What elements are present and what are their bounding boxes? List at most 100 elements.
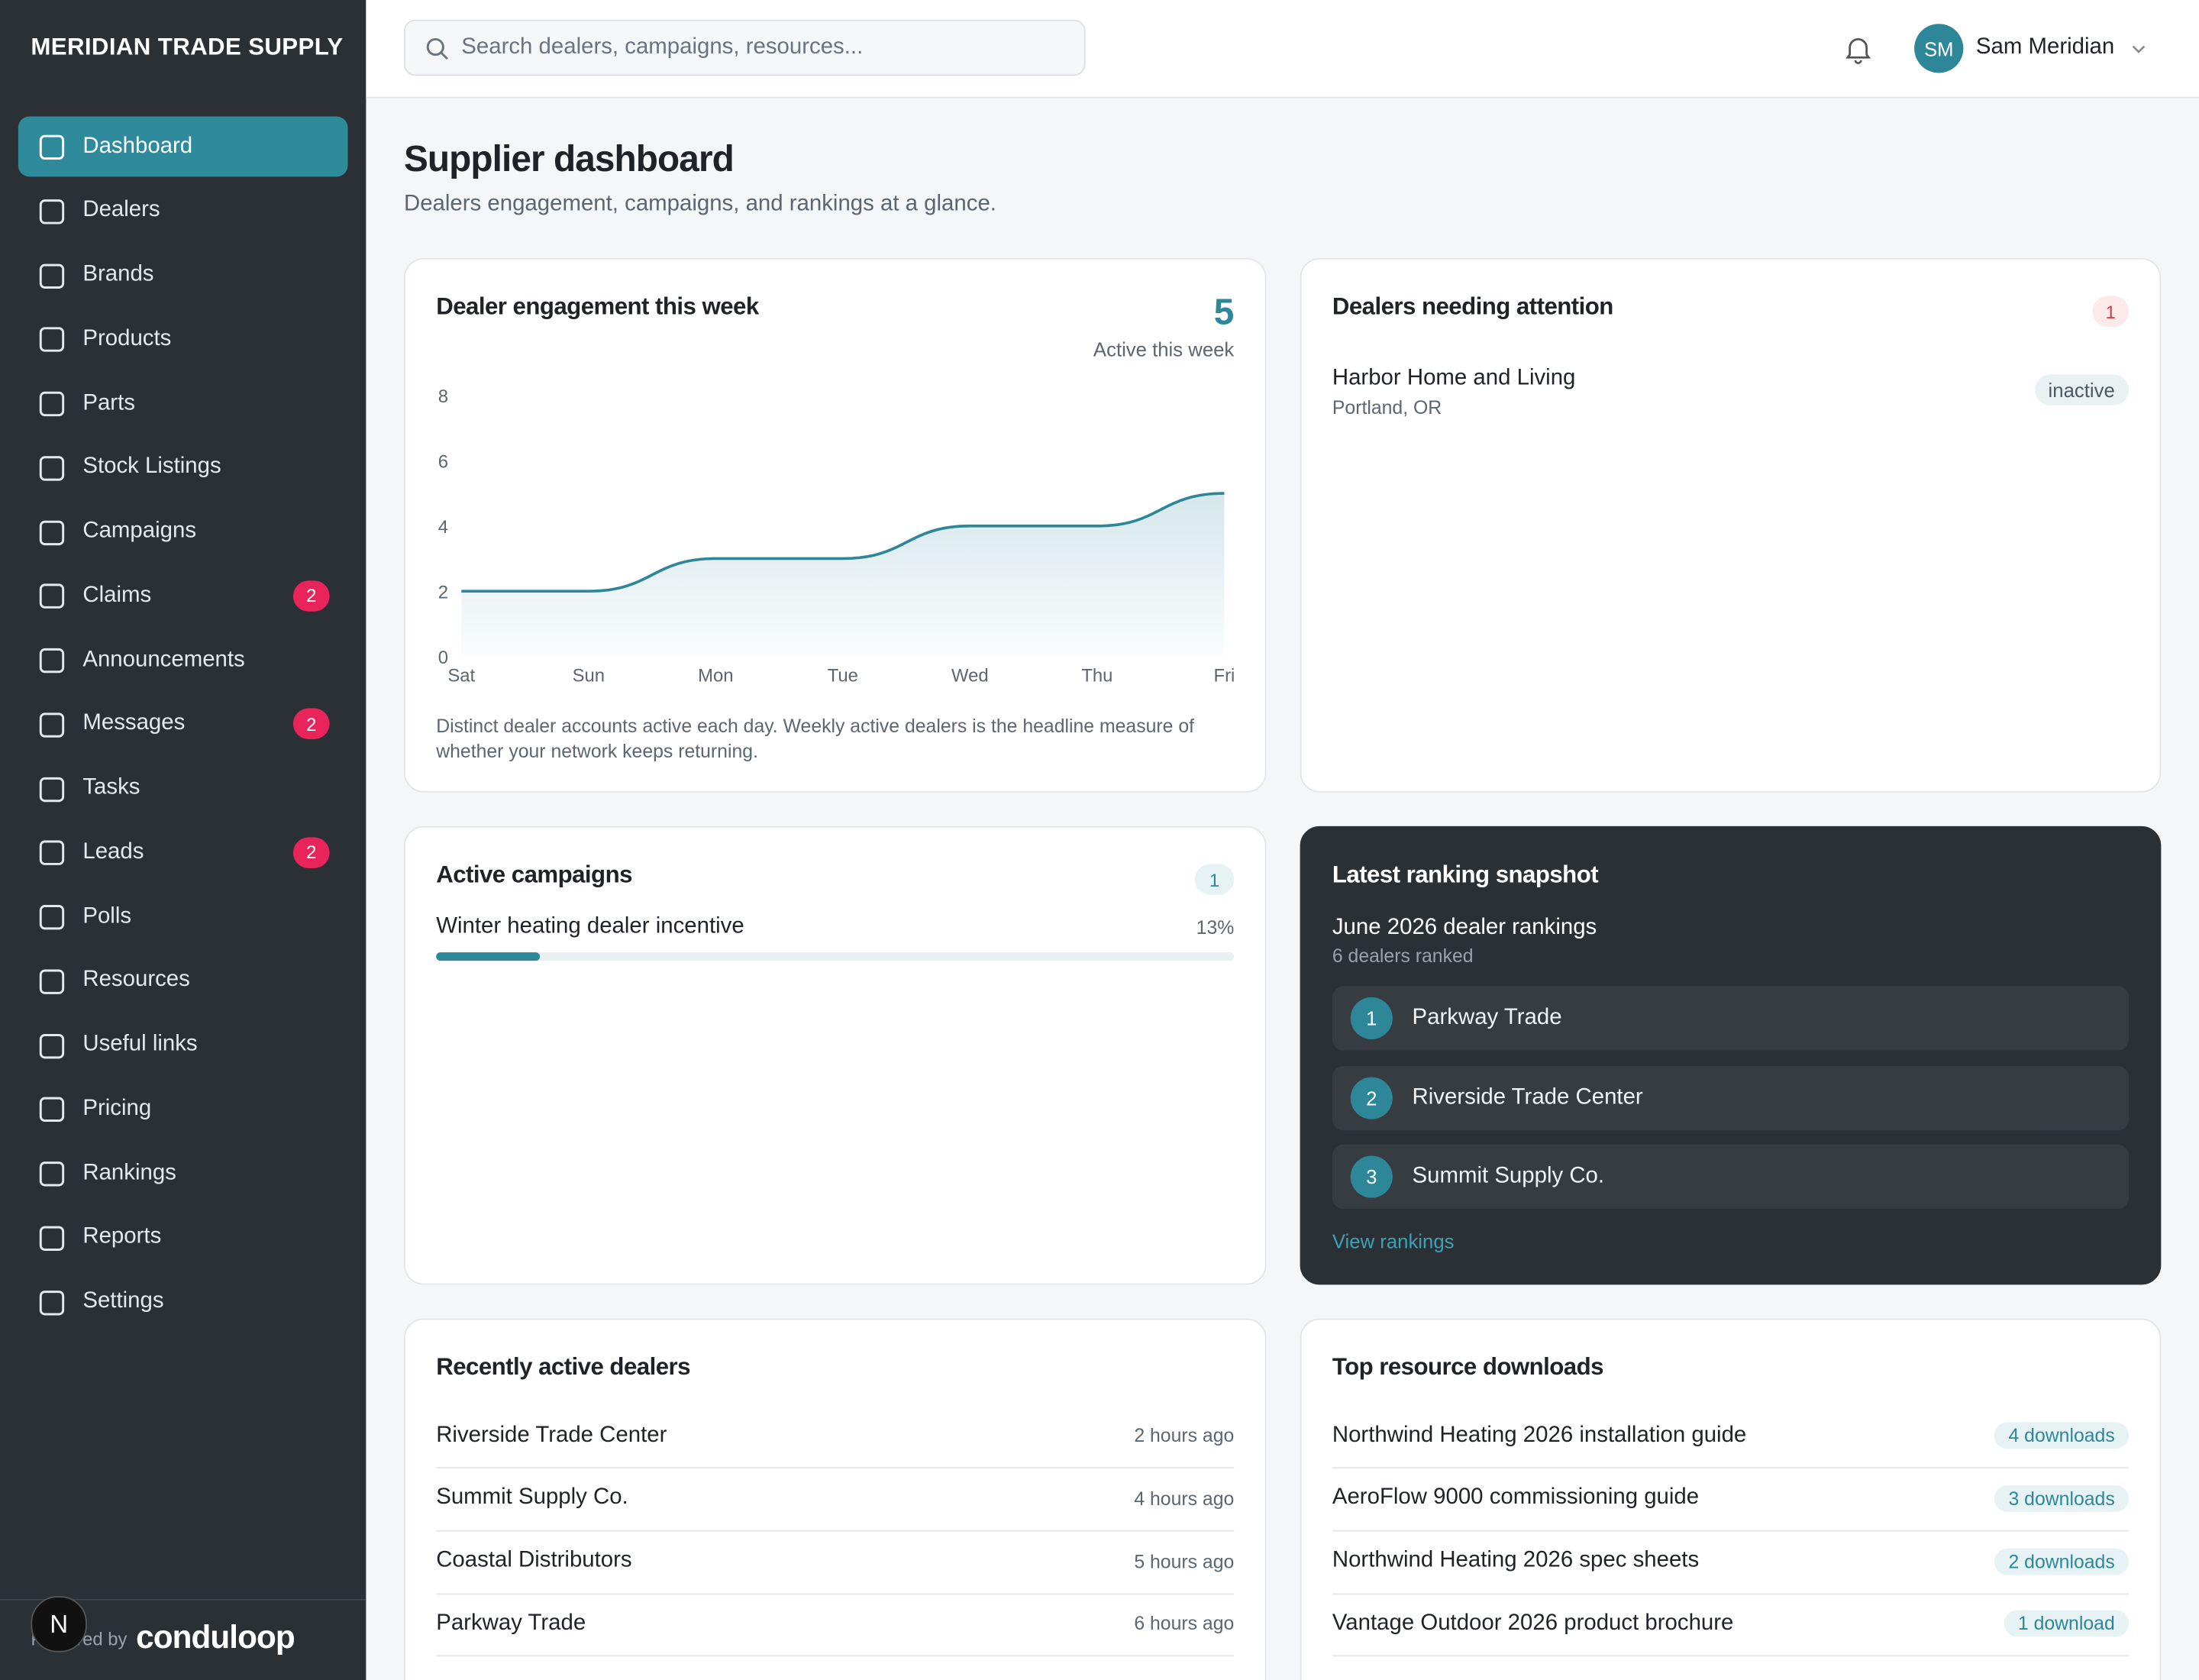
nav-item[interactable]: Leads 2 bbox=[18, 822, 348, 883]
nav-label: Rankings bbox=[82, 1160, 176, 1185]
nav-item[interactable]: Polls bbox=[18, 887, 348, 947]
nav-icon bbox=[39, 199, 65, 225]
nav-item[interactable]: Announcements bbox=[18, 630, 348, 690]
nav-item[interactable]: Resources bbox=[18, 951, 348, 1011]
nav-item[interactable]: Products bbox=[18, 309, 348, 370]
dealer-row[interactable]: Coastal Distributors 5 hours ago bbox=[436, 1530, 1234, 1594]
area bbox=[461, 493, 1225, 657]
ranking-row: 1 Parkway Trade bbox=[1332, 986, 2130, 1051]
nav-label: Settings bbox=[82, 1288, 164, 1313]
kpi-label: Active this week bbox=[1093, 338, 1235, 361]
card-title: Dealers needing attention bbox=[1332, 292, 1613, 320]
nav-item[interactable]: Messages 2 bbox=[18, 694, 348, 754]
nav-item[interactable]: Pricing bbox=[18, 1079, 348, 1139]
dealer-row[interactable]: Summit Supply Co. 4 hours ago bbox=[436, 1467, 1234, 1532]
nav-icon bbox=[39, 1097, 65, 1123]
ranking-period: June 2026 dealer rankings bbox=[1332, 916, 1597, 940]
rank-dealer: Summit Supply Co. bbox=[1412, 1165, 1605, 1189]
nav-item[interactable]: Useful links bbox=[18, 1015, 348, 1075]
nav-badge: 2 bbox=[292, 708, 330, 740]
y-tick-label: 2 bbox=[438, 582, 448, 603]
brand: MERIDIAN TRADE SUPPLY bbox=[31, 34, 344, 60]
x-tick-label: Tue bbox=[828, 666, 858, 687]
card-title: Recently active dealers bbox=[436, 1353, 690, 1381]
rank-number: 2 bbox=[1350, 1077, 1393, 1119]
avatar[interactable]: SM bbox=[1914, 24, 1964, 73]
nav-badge: 2 bbox=[292, 837, 330, 868]
progress-bar bbox=[436, 952, 541, 961]
page-title: Supplier dashboard bbox=[403, 137, 735, 180]
card-title: Latest ranking snapshot bbox=[1332, 861, 1599, 888]
resource-name: Vantage Outdoor 2026 product brochure bbox=[1332, 1611, 1734, 1636]
attention-card: Dealers needing attention 1 Harbor Home an… bbox=[1300, 257, 2162, 793]
icon-shape bbox=[39, 583, 65, 609]
nav-label: Leads bbox=[82, 839, 144, 864]
rank-number: 3 bbox=[1350, 1156, 1393, 1199]
page-subtitle: Dealers engagement, campaigns, and ranki… bbox=[403, 192, 996, 216]
icon-shape bbox=[39, 263, 65, 289]
nav-label: Claims bbox=[82, 583, 152, 607]
icon-shape bbox=[39, 841, 65, 866]
kpi: 5 bbox=[1213, 290, 1235, 333]
nav-item[interactable]: Parts bbox=[18, 373, 348, 434]
nav-icon bbox=[39, 905, 65, 930]
download-count: 3 downloads bbox=[1994, 1485, 2130, 1512]
icon-shape bbox=[39, 648, 65, 674]
resource-row[interactable]: Vantage Outdoor 2026 product brochure 1 d… bbox=[1332, 1592, 2130, 1657]
icon-shape bbox=[39, 455, 65, 481]
nav-item[interactable]: Brands bbox=[18, 245, 348, 305]
notifications[interactable] bbox=[1842, 34, 1873, 65]
dealer-row[interactable]: Parkway Trade 6 hours ago bbox=[436, 1592, 1235, 1657]
x-tick-label: Wed bbox=[951, 666, 989, 687]
nav-item[interactable]: Stock Listings bbox=[18, 438, 348, 498]
last-active: 2 hours ago bbox=[1134, 1425, 1235, 1446]
y-tick-label: 0 bbox=[438, 648, 448, 668]
x-tick-label: Thu bbox=[1081, 666, 1112, 687]
user-menu[interactable] bbox=[2130, 40, 2147, 57]
last-active: 6 hours ago bbox=[1134, 1613, 1235, 1635]
y-tick-label: 8 bbox=[438, 386, 448, 407]
nav-item[interactable]: Tasks bbox=[18, 758, 348, 819]
engagement-card: Dealer engagement this week 5 Active this … bbox=[403, 257, 1267, 793]
count-pill: 1 bbox=[1194, 864, 1235, 895]
resource-row[interactable]: Northwind Heating 2026 spec sheets 2 down… bbox=[1332, 1530, 2130, 1594]
nav-icon bbox=[39, 1226, 65, 1251]
nav-item[interactable]: Campaigns bbox=[18, 502, 348, 562]
nav-icon bbox=[39, 1290, 65, 1315]
icon-shape bbox=[2132, 45, 2146, 53]
progress-track bbox=[436, 952, 1235, 961]
icon-shape bbox=[39, 1033, 65, 1058]
dealer-row[interactable]: Riverside Trade Center 2 hours ago bbox=[436, 1404, 1235, 1469]
resource-row[interactable]: Northwind Heating 2026 installation guid… bbox=[1332, 1404, 2130, 1469]
dealer-name[interactable]: Harbor Home and Living bbox=[1332, 366, 1576, 390]
search-box[interactable]: Search dealers, campaigns, resources... bbox=[403, 19, 1086, 76]
campaign-name[interactable]: Winter heating dealer incentive bbox=[436, 914, 744, 939]
user-name[interactable]: Sam Meridian bbox=[1975, 34, 2115, 60]
chart: 0 2 4 6 8 Sat Sun Mon Tue Wed Thu Fri bbox=[438, 386, 1235, 687]
card-title: Dealer engagement this week bbox=[436, 292, 759, 320]
nav-item[interactable]: Dashboard bbox=[18, 116, 348, 177]
nav-item[interactable]: Settings bbox=[18, 1271, 348, 1332]
nav-item[interactable]: Rankings bbox=[18, 1143, 348, 1203]
nav-item[interactable]: Reports bbox=[18, 1207, 348, 1268]
x-tick-label: Sat bbox=[447, 666, 475, 687]
rank-dealer: Parkway Trade bbox=[1412, 1005, 1562, 1030]
x-tick-label: Fri bbox=[1214, 666, 1235, 687]
nav-item[interactable]: Claims 2 bbox=[18, 566, 348, 626]
view-rankings-link[interactable]: View rankings bbox=[1332, 1229, 1455, 1253]
resource-name: AeroFlow 9000 commissioning guide bbox=[1332, 1485, 1700, 1510]
nav-icon bbox=[39, 519, 65, 545]
resource-name: Northwind Heating 2026 installation guid… bbox=[1332, 1423, 1747, 1447]
download-count: 2 downloads bbox=[1994, 1547, 2130, 1575]
campaigns-card: Active campaigns 1 Winter heating dealer i… bbox=[403, 825, 1267, 1285]
nav-item[interactable]: Dealers bbox=[18, 180, 348, 241]
icon-shape bbox=[39, 1097, 65, 1123]
recent-dealers-card: Recently active dealers Riverside Trade C… bbox=[403, 1318, 1267, 1680]
icon-shape bbox=[1845, 38, 1871, 65]
nav-label: Tasks bbox=[82, 775, 140, 800]
resource-row[interactable]: AeroFlow 9000 commissioning guide 3 downl… bbox=[1332, 1467, 2130, 1532]
icon-shape bbox=[39, 712, 65, 738]
dealer-name: Riverside Trade Center bbox=[436, 1423, 667, 1447]
nav-icon bbox=[39, 583, 65, 609]
